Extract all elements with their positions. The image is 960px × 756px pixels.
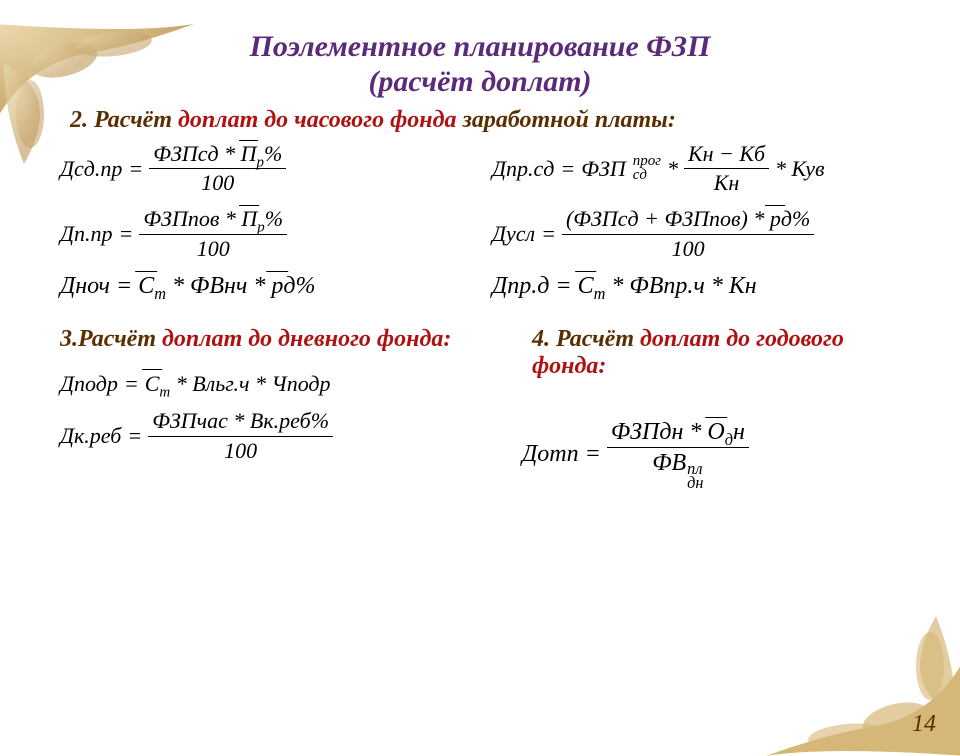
eq-Dpr-d: Дпр.д = Ст * ФВпр.ч * Кн — [492, 273, 914, 300]
page-number: 14 — [912, 711, 936, 738]
sec4-a: Расчёт — [556, 326, 640, 352]
eq4-supsub: прог сд — [633, 155, 661, 182]
eq3-lhs: Дноч — [60, 273, 110, 300]
eq6-lhs: Дпр.д — [492, 273, 549, 300]
sec2-a: Расчёт — [94, 107, 178, 133]
eq9-den: ФВ пл дн — [648, 448, 707, 491]
eq6-eq: = — [555, 273, 571, 300]
sec2-ord: 2. — [70, 107, 88, 133]
section-2-heading: 2. Расчёт доплат до часового фонда зараб… — [70, 107, 960, 134]
section-4-heading: 4. Расчёт доплат до годового фонда: — [492, 326, 914, 381]
eq5-eq: = — [541, 221, 556, 247]
eq3-rhs: Ст * ФВнч * рд% — [138, 273, 315, 300]
eq-Dp-pr: Дп.пр = ФЗПпов * Пр% 100 — [60, 207, 482, 260]
eq4-lhs: Дпр.сд — [492, 156, 554, 182]
eq1-frac: ФЗПсд * Пр% 100 — [149, 142, 286, 195]
eq1-lhs: Дсд.пр — [60, 156, 122, 182]
eq2-frac: ФЗПпов * Пр% 100 — [139, 207, 287, 260]
eq9-den-supsub: пл дн — [687, 462, 703, 491]
eq2-den: 100 — [193, 235, 234, 261]
left-column: Дсд.пр = ФЗПсд * Пр% 100 Дп.пр = ФЗПпов … — [60, 142, 482, 491]
eq-Dnoch: Дноч = Ст * ФВнч * рд% — [60, 273, 482, 300]
eq-Dsd-pr: Дсд.пр = ФЗПсд * Пр% 100 — [60, 142, 482, 195]
eq9-den-head: ФВ — [652, 450, 686, 476]
eq-Dotp: Дотп = ФЗПдн * Одн ФВ пл дн — [492, 419, 914, 491]
eq-Dusl: Дусл = (ФЗПсд + ФЗПпов) * рд% 100 — [492, 207, 914, 260]
eq9-den-sub: дн — [687, 476, 703, 491]
section-3-heading: 3.Расчёт доплат до дневного фонда: — [60, 326, 482, 354]
eq8-frac: ФЗПчас * Вк.реб% 100 — [148, 409, 333, 462]
right-column: Дпр.сд = ФЗП прог сд * Кн − Кб Кн * Кув … — [492, 142, 914, 491]
eq9-eq: = — [585, 441, 601, 468]
eq2-lhs: Дп.пр — [60, 221, 113, 247]
eq8-eq: = — [127, 423, 142, 449]
eq8-den: 100 — [220, 437, 261, 463]
eq7-eq: = — [124, 371, 139, 397]
eq-Dk-reb: Дк.реб = ФЗПчас * Вк.реб% 100 — [60, 409, 482, 462]
eq-Dpodr: Дподр = Ст * Вльг.ч * Чподр — [60, 371, 482, 397]
title-line2: (расчёт доплат) — [368, 65, 591, 98]
eq1-num: ФЗПсд * Пр% — [149, 142, 286, 168]
eq4-mid: * — [667, 156, 678, 182]
eq4-eq: = — [560, 156, 575, 182]
eq7-rhs: Ст * Вльг.ч * Чподр — [145, 371, 331, 397]
eq3-eq: = — [116, 273, 132, 300]
eq8-lhs: Дк.реб — [60, 423, 121, 449]
eq1-eq: = — [128, 156, 143, 182]
sec3-a: Расчёт — [78, 326, 162, 352]
sec2-c: заработной платы: — [462, 107, 675, 133]
eq2-eq: = — [119, 221, 134, 247]
eq-Dpr-sd: Дпр.сд = ФЗП прог сд * Кн − Кб Кн * Кув — [492, 142, 914, 195]
eq8-num: ФЗПчас * Вк.реб% — [148, 409, 333, 435]
eq6-rhs: Ст * ФВпр.ч * Кн — [578, 273, 757, 300]
eq5-frac: (ФЗПсд + ФЗПпов) * рд% 100 — [562, 207, 814, 260]
eq4-tail: * Кув — [775, 156, 824, 182]
eq4-den: Кн — [710, 169, 744, 195]
sec3-ord: 3. — [60, 326, 78, 352]
eq4-head: ФЗП — [581, 156, 625, 182]
eq4-frac: Кн − Кб Кн — [684, 142, 769, 195]
eq1-den: 100 — [197, 169, 238, 195]
sec4-ord: 4. — [532, 326, 550, 352]
eq9-num: ФЗПдн * Одн — [607, 419, 749, 447]
eq2-num: ФЗПпов * Пр% — [139, 207, 287, 233]
title-line1: Поэлементное планирование ФЗП — [250, 30, 711, 63]
eq5-num: (ФЗПсд + ФЗПпов) * рд% — [562, 207, 814, 233]
eq9-frac: ФЗПдн * Одн ФВ пл дн — [607, 419, 749, 491]
eq9-lhs: Дотп — [522, 441, 579, 468]
sec3-b: доплат до дневного фонда: — [162, 326, 451, 352]
eq4-sub: сд — [633, 169, 661, 182]
slide-title: Поэлементное планирование ФЗП (расчёт до… — [40, 30, 920, 99]
eq5-lhs: Дусл — [492, 221, 535, 247]
eq7-lhs: Дподр — [60, 371, 118, 397]
eq4-num: Кн − Кб — [684, 142, 769, 168]
eq5-den: 100 — [668, 235, 709, 261]
sec2-b: доплат до часового фонда — [178, 107, 462, 133]
